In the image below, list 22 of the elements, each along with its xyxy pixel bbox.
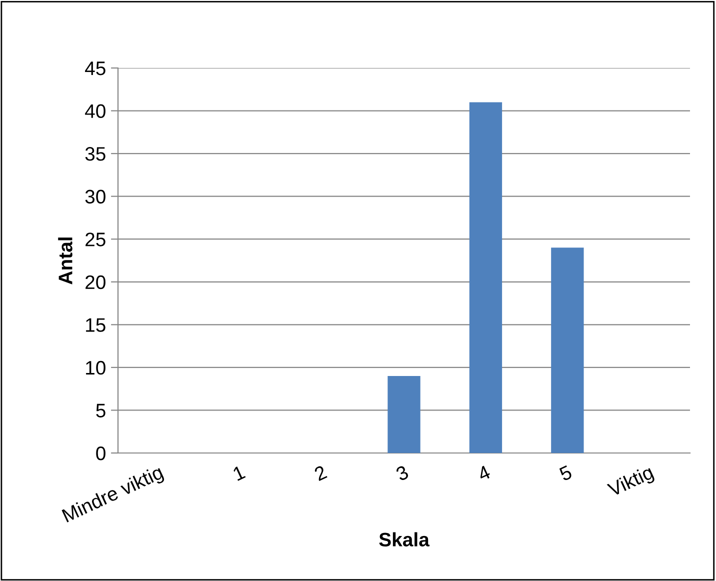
y-tick-label: 25 bbox=[86, 232, 106, 246]
y-tick-label: 5 bbox=[96, 404, 106, 418]
x-tick-label: 3 bbox=[395, 464, 410, 482]
x-tick-label: Mindre viktig bbox=[61, 464, 166, 526]
bar bbox=[551, 248, 584, 453]
x-axis-title: Skala bbox=[379, 532, 430, 546]
y-tick-label: 40 bbox=[85, 104, 106, 118]
y-tick-label: 35 bbox=[85, 147, 106, 161]
y-tick-label: 20 bbox=[86, 275, 106, 290]
x-tick-label: 4 bbox=[476, 465, 492, 482]
x-tick-label: Viktig bbox=[606, 464, 656, 500]
y-tick-label: 0 bbox=[96, 446, 106, 460]
y-tick-label: 45 bbox=[85, 62, 106, 76]
y-axis-title: Antal bbox=[58, 238, 72, 284]
y-tick-label: 15 bbox=[86, 318, 106, 332]
x-tick-label: 5 bbox=[558, 465, 573, 482]
x-tick-label: 1 bbox=[232, 465, 246, 481]
bar bbox=[469, 102, 502, 453]
x-tick-label: 2 bbox=[314, 464, 328, 482]
y-tick-label: 30 bbox=[85, 190, 106, 204]
y-tick-label: 10 bbox=[86, 360, 106, 375]
bar bbox=[388, 376, 420, 453]
